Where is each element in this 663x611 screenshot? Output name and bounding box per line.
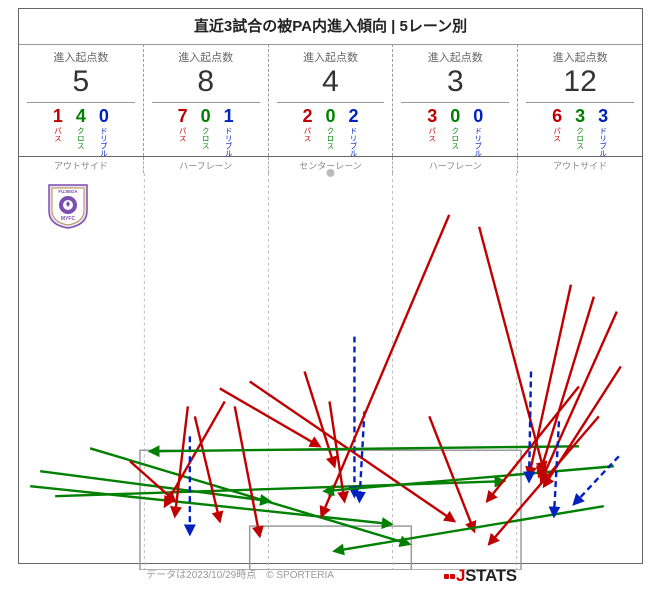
- stat-label: 進入起点数: [269, 49, 393, 65]
- stat-breakdown: 2 パス 0 クロス 2 ドリブル: [269, 103, 393, 157]
- stat-breakdown: 7 パス 0 クロス 1 ドリブル: [144, 103, 268, 157]
- pass-count: 2: [302, 107, 312, 125]
- pass-label: パス: [552, 127, 563, 142]
- lane-stat-0: 進入起点数5 1 パス 4 クロス 0 ドリブル: [19, 44, 143, 156]
- dribble-count: 0: [473, 107, 483, 125]
- chart-frame: 直近3試合の被PA内進入傾向 | 5レーン別 進入起点数51パス4クロス0ドリブ…: [18, 8, 643, 564]
- stat-total: 12: [526, 65, 634, 103]
- dribble-count: 3: [598, 107, 608, 125]
- dribble-label: ドリブル: [98, 127, 109, 157]
- lane-stat-4: 進入起点数12 6 パス 3 クロス 3 ドリブル: [517, 44, 642, 156]
- team-badge: FUJIEDA MYFC: [47, 183, 89, 229]
- cross-count: 0: [450, 107, 460, 125]
- pass-count: 6: [552, 107, 562, 125]
- stat-label: 進入起点数: [19, 49, 143, 65]
- lane-stats-row: 進入起点数51パス4クロス0ドリブル進入起点数87パス0クロス1ドリブル進入起点…: [19, 44, 642, 156]
- pass-label: パス: [177, 127, 188, 142]
- pass-label: パス: [52, 127, 63, 142]
- pitch-area: アウトサイドハーフレーンセンターレーンハーフレーンアウトサイド FUJIEDA …: [19, 156, 642, 570]
- pass-label: パス: [302, 127, 313, 142]
- chart-title: 直近3試合の被PA内進入傾向 | 5レーン別: [19, 9, 642, 44]
- dribble-count: 2: [348, 107, 358, 125]
- svg-text:FUJIEDA: FUJIEDA: [58, 189, 78, 194]
- cross-label: クロス: [200, 127, 211, 150]
- svg-text:MYFC: MYFC: [61, 216, 76, 222]
- pass-label: パス: [427, 127, 438, 142]
- lane-stat-2: 進入起点数4 2 パス 0 クロス 2 ドリブル: [268, 44, 393, 156]
- cross-count: 0: [201, 107, 211, 125]
- dribble-count: 0: [99, 107, 109, 125]
- cross-label: クロス: [75, 127, 86, 150]
- footer: データは2023/10/29時点 © SPORTERIA JSTATS: [0, 566, 663, 586]
- stat-total: 8: [152, 65, 260, 103]
- pass-count: 1: [53, 107, 63, 125]
- cross-count: 4: [76, 107, 86, 125]
- lane-stat-3: 進入起点数33パス0クロス0ドリブル: [392, 44, 517, 156]
- dribble-label: ドリブル: [598, 127, 609, 157]
- cross-label: クロス: [575, 127, 586, 150]
- dribble-label: ドリブル: [223, 127, 234, 157]
- pitch-svg: [19, 157, 642, 570]
- dribble-count: 1: [224, 107, 234, 125]
- footer-text: データは2023/10/29時点 © SPORTERIA: [146, 570, 334, 582]
- stat-label: 進入起点数: [393, 49, 517, 65]
- jstats-logo: JSTATS: [444, 566, 517, 586]
- dribble-label: ドリブル: [348, 127, 359, 157]
- stat-total: 5: [27, 65, 135, 103]
- stat-breakdown: 6 パス 3 クロス 3 ドリブル: [518, 103, 642, 157]
- lane-stat-1: 進入起点数8 7 パス 0 クロス 1 ドリブル: [143, 44, 268, 156]
- stat-label: 進入起点数: [518, 49, 642, 65]
- stat-label: 進入起点数: [144, 49, 268, 65]
- cross-label: クロス: [325, 127, 336, 150]
- pass-count: 3: [427, 107, 437, 125]
- stat-total: 4: [277, 65, 385, 103]
- stat-breakdown: 3 パス 0 クロス 0 ドリブル: [393, 103, 517, 157]
- stat-total: 3: [401, 65, 509, 103]
- cross-label: クロス: [450, 127, 461, 150]
- dribble-label: ドリブル: [473, 127, 484, 157]
- cross-count: 3: [575, 107, 585, 125]
- cross-count: 0: [325, 107, 335, 125]
- stat-breakdown: 1 パス 4 クロス 0 ドリブル: [19, 103, 143, 157]
- pass-count: 7: [178, 107, 188, 125]
